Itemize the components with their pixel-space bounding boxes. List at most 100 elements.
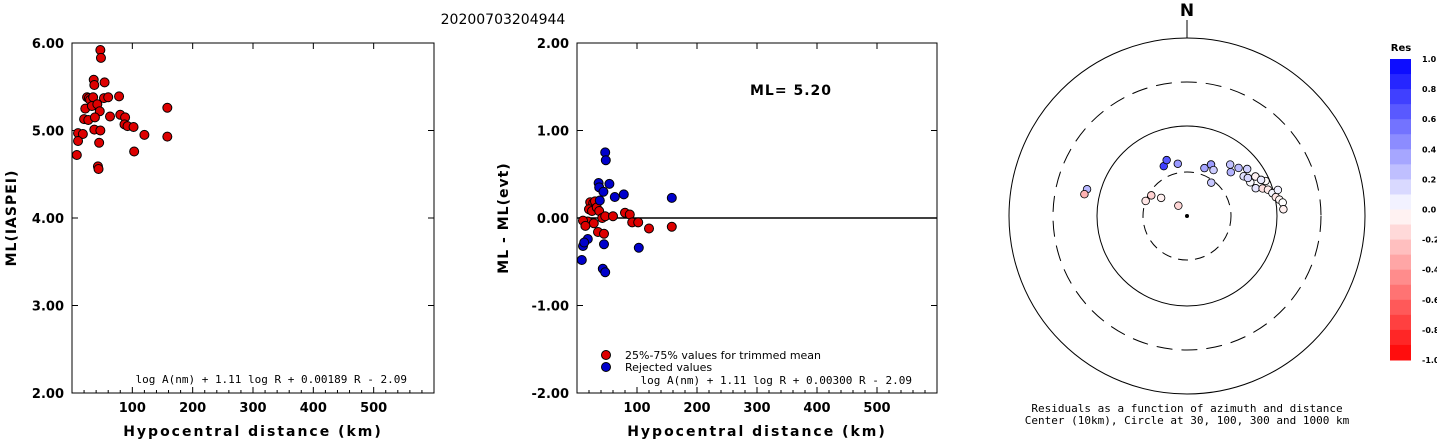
- colorbar-swatch: [1390, 89, 1411, 105]
- ml-point: [162, 131, 173, 142]
- residual-point-accepted: [608, 211, 618, 222]
- plot2-xlabel: Hypocentral distance (km): [627, 424, 887, 440]
- azimuth-residual-point: [1147, 191, 1156, 200]
- azimuth-residual-point: [1200, 163, 1209, 173]
- colorbar-tick-label: -0.2: [1422, 236, 1437, 245]
- plot2-ytick-label: 2.00: [537, 37, 569, 52]
- residual-point-rejected: [609, 192, 620, 202]
- residual-point-rejected: [600, 155, 611, 166]
- colorbar-swatch: [1390, 254, 1411, 271]
- plot-ml-vs-distance: 2.00 3.00 4.00 5.00 6.00 100 200 300 400 500 ML(…: [4, 37, 435, 440]
- plot2-xtick-label: 300: [743, 401, 770, 416]
- ring-300km: [1052, 81, 1322, 351]
- plot1-ytick-label: 6.00: [32, 37, 64, 52]
- ml-point: [93, 164, 104, 174]
- ml-point: [105, 111, 116, 122]
- colorbar-swatch: [1390, 149, 1411, 165]
- azimuth-residual-point: [1080, 189, 1089, 199]
- ml-point: [139, 129, 150, 140]
- ml-point: [89, 112, 100, 123]
- residual-point-rejected: [576, 255, 587, 265]
- colorbar: Res 1.0 0.8 0.6 0.4 0.2 0.0 -0.2 -0.4 -0.6 -0.8 -1…: [1390, 43, 1437, 365]
- residual-point-rejected: [579, 237, 590, 248]
- ml-point: [77, 129, 88, 139]
- colorbar-swatch: [1390, 329, 1411, 346]
- azimuth-residual-point: [1251, 184, 1260, 193]
- plot1-xtick-label: 500: [360, 401, 387, 416]
- colorbar-swatch: [1390, 164, 1411, 180]
- azimuth-residual-point: [1141, 196, 1150, 206]
- ml-point: [71, 150, 82, 160]
- residual-point-accepted: [644, 223, 654, 234]
- plot-residual-map: N Residuals as a function of azimuth and…: [1008, 1, 1366, 427]
- azimuth-residual-point: [1256, 175, 1266, 185]
- ring-100km: [1096, 125, 1278, 307]
- colorbar-swatch: [1390, 119, 1411, 135]
- ml-point: [128, 122, 139, 132]
- colorbar-swatch: [1390, 299, 1411, 316]
- azimuth-residual-point: [1156, 193, 1166, 203]
- colorbar-swatch: [1390, 209, 1411, 226]
- residual-point-rejected: [600, 267, 611, 278]
- plot2-ytick-label: -1.00: [532, 300, 569, 315]
- azimuth-residual-point: [1207, 178, 1216, 187]
- residual-point-accepted: [580, 220, 591, 231]
- colorbar-title: Res: [1391, 43, 1411, 54]
- ml-point: [73, 136, 84, 146]
- azimuth-residual-point: [1243, 173, 1253, 183]
- legend-rejected-label: Rejected values: [625, 361, 712, 374]
- azimuth-residual-point: [1173, 159, 1182, 168]
- polar-caption-line2: Center (10km), Circle at 30, 100, 300 an…: [1025, 414, 1350, 427]
- plot1-xtick-label: 400: [300, 401, 327, 416]
- plot2-ytick-label: 0.00: [537, 212, 569, 227]
- colorbar-swatch: [1390, 104, 1411, 120]
- colorbar-tick-label: -0.8: [1422, 326, 1437, 335]
- plot2-ylabel: ML - ML(evt): [496, 162, 512, 273]
- residual-point-accepted: [633, 217, 644, 228]
- plot-residual-vs-distance: -2.00 -1.00 0.00 1.00 2.00 100 200 300 400 500 M…: [496, 37, 938, 440]
- plot2-xtick-label: 400: [803, 401, 830, 416]
- plot1-ytick-label: 3.00: [32, 300, 64, 315]
- ring-30km: [1142, 171, 1232, 261]
- azimuth-residual-point: [1234, 163, 1243, 173]
- ml-point: [114, 91, 125, 102]
- colorbar-swatch: [1390, 224, 1411, 241]
- azimuth-residual-point: [1279, 205, 1288, 214]
- north-label: N: [1180, 1, 1194, 21]
- ml-point: [89, 80, 100, 90]
- residual-point-rejected: [618, 189, 629, 200]
- plot1-ytick-label: 2.00: [32, 387, 64, 402]
- colorbar-swatch: [1390, 314, 1411, 331]
- residual-point-rejected: [604, 178, 615, 189]
- colorbar-swatch: [1390, 134, 1411, 150]
- colorbar-swatch: [1390, 239, 1411, 256]
- legend-rejected-marker: [601, 362, 611, 372]
- colorbar-tick-label: 0.0: [1422, 206, 1437, 215]
- colorbar-tick-label: -0.6: [1422, 296, 1437, 305]
- residual-point-rejected: [633, 242, 644, 253]
- ml-point: [129, 146, 140, 157]
- plot1-xtick-label: 200: [179, 401, 206, 416]
- colorbar-swatch: [1390, 269, 1411, 286]
- residual-point-accepted: [599, 228, 609, 239]
- azimuth-residual-point: [1226, 167, 1236, 177]
- residual-point-rejected: [599, 239, 609, 250]
- plot1-ylabel: ML(IASPEI): [4, 170, 20, 267]
- epicenter-marker: [1185, 214, 1189, 218]
- azimuth-residual-point: [1162, 155, 1171, 165]
- colorbar-swatch: [1390, 344, 1411, 361]
- colorbar-swatch: [1390, 59, 1411, 75]
- plot1-frame: [71, 42, 435, 394]
- colorbar-tick-label: -1.0: [1422, 356, 1437, 365]
- ml-point: [162, 102, 173, 113]
- legend-accepted-label: 25%-75% values for trimmed mean: [625, 349, 821, 362]
- plot2-formula: log A(nm) + 1.11 log R + 0.00300 R - 2.0…: [640, 374, 912, 387]
- ml-point: [95, 52, 106, 63]
- plot1-ytick-label: 5.00: [32, 125, 64, 140]
- azimuth-residual-point: [1225, 160, 1235, 169]
- residual-point-accepted: [666, 221, 677, 232]
- colorbar-tick-label: 0.8: [1422, 85, 1437, 94]
- plot2-ytick-label: 1.00: [537, 125, 569, 140]
- residual-point-rejected: [598, 186, 609, 197]
- plot1-xtick-label: 300: [239, 401, 266, 416]
